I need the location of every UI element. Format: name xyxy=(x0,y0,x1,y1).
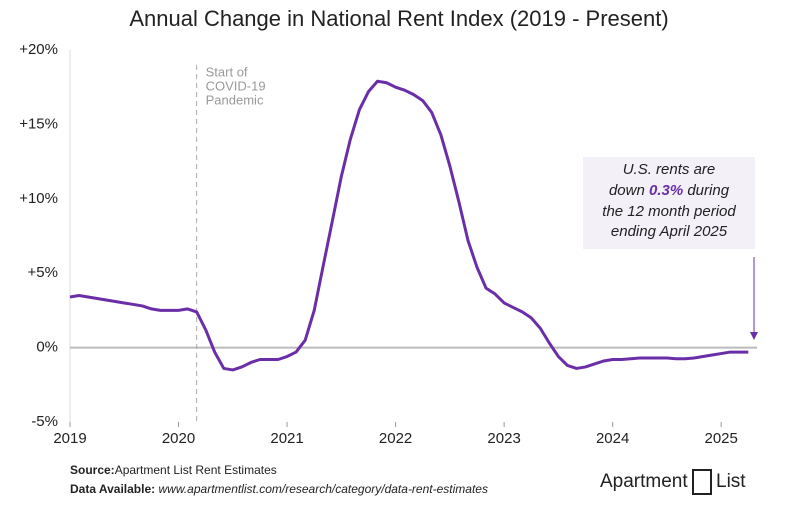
available-label: Data Available: xyxy=(70,482,155,496)
y-tick-label: -5% xyxy=(31,413,58,430)
logo-right: List xyxy=(716,471,746,492)
source-text: Apartment List Rent Estimates xyxy=(115,463,277,477)
source: Source:Apartment List Rent Estimates xyxy=(70,463,277,477)
line xyxy=(69,79,749,372)
source-label: Source: xyxy=(70,463,115,477)
callout-text: ending April 2025 xyxy=(611,223,728,240)
y-tick-label: +10% xyxy=(19,190,58,207)
callout-text: down 0.3% during xyxy=(609,182,730,199)
x-tick-label: 2019 xyxy=(53,430,86,447)
available-text: www.apartmentlist.com/research/category/… xyxy=(159,482,488,496)
logo-left: Apartment xyxy=(600,471,688,492)
callout-text: during xyxy=(687,182,729,199)
callout-highlight: 0.3% xyxy=(649,182,683,199)
y-tick-label: +5% xyxy=(28,264,58,281)
callout-text: down xyxy=(609,182,645,199)
x-tick-label: 2022 xyxy=(379,430,412,447)
event-label: Start of xyxy=(206,64,248,79)
available: Data Available: www.apartmentlist.com/re… xyxy=(70,482,488,496)
event-label: Pandemic xyxy=(206,92,264,107)
callout-text: the 12 month period xyxy=(602,203,736,220)
x-tick-label: 2023 xyxy=(487,430,520,447)
logo-icon xyxy=(692,469,712,495)
x-tick-label: 2020 xyxy=(162,430,195,447)
callout-text: U.S. rents are xyxy=(623,161,716,178)
chart-title: Annual Change in National Rent Index (20… xyxy=(129,6,668,31)
callout-box xyxy=(583,157,755,249)
event-label: COVID-19 xyxy=(206,78,266,93)
y-tick-label: +20% xyxy=(19,41,58,58)
callout-arrowhead xyxy=(750,332,758,340)
x-tick-label: 2021 xyxy=(270,430,303,447)
y-tick-label: +15% xyxy=(19,115,58,132)
x-tick-label: 2025 xyxy=(704,430,737,447)
y-tick-label: 0% xyxy=(36,339,58,356)
x-tick-label: 2024 xyxy=(596,430,629,447)
